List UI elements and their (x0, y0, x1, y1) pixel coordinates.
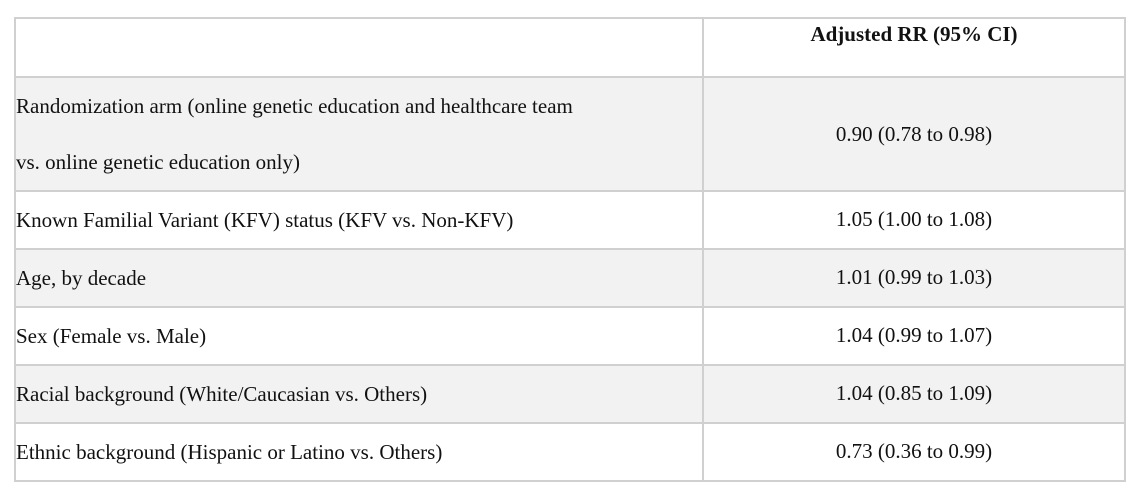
row-label-line: Randomization arm (online genetic educat… (16, 94, 573, 118)
header-adjusted-rr-cell: Adjusted RR (95% CI) (702, 17, 1126, 78)
row-value-cell: 0.73 (0.36 to 0.99) (702, 422, 1126, 482)
row-label-cell: Randomization arm (online genetic educat… (14, 76, 704, 192)
table-row-age: Age, by decade 1.01 (0.99 to 1.03) (14, 248, 1126, 308)
row-value-cell: 1.04 (0.85 to 1.09) (702, 364, 1126, 424)
row-value-cell: 1.05 (1.00 to 1.08) (702, 190, 1126, 250)
row-label-line: vs. online genetic education only) (16, 150, 301, 174)
table-row-randomization-arm: Randomization arm (online genetic educat… (14, 76, 1126, 192)
table-row-ethnic-background: Ethnic background (Hispanic or Latino vs… (14, 422, 1126, 482)
row-value-cell: 1.04 (0.99 to 1.07) (702, 306, 1126, 366)
table-row-kfv-status: Known Familial Variant (KFV) status (KFV… (14, 190, 1126, 250)
row-value-cell: 1.01 (0.99 to 1.03) (702, 248, 1126, 308)
results-table: Adjusted RR (95% CI) Randomization arm (… (14, 17, 1126, 482)
table-row-racial-background: Racial background (White/Caucasian vs. O… (14, 364, 1126, 424)
row-label-cell: Age, by decade (14, 248, 704, 308)
header-label-cell (14, 17, 704, 78)
row-label-cell: Sex (Female vs. Male) (14, 306, 704, 366)
row-label-cell: Racial background (White/Caucasian vs. O… (14, 364, 704, 424)
row-label-cell: Ethnic background (Hispanic or Latino vs… (14, 422, 704, 482)
row-value-cell: 0.90 (0.78 to 0.98) (702, 76, 1126, 192)
table-header-row: Adjusted RR (95% CI) (14, 17, 1126, 78)
row-label-cell: Known Familial Variant (KFV) status (KFV… (14, 190, 704, 250)
table-row-sex: Sex (Female vs. Male) 1.04 (0.99 to 1.07… (14, 306, 1126, 366)
